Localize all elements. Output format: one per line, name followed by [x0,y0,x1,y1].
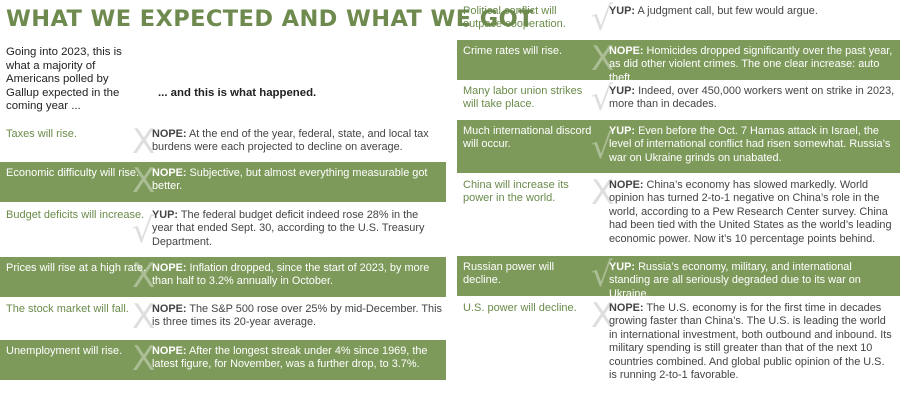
outcome-text: NOPE: Inflation dropped, since the start… [152,262,442,289]
intro-text: Going into 2023, this is what a majority… [6,46,122,113]
prediction-row-china: China will increase its power in the wor… [457,174,900,254]
outcome-detail: The U.S. economy is for the first time i… [609,302,892,382]
outcome-detail: Russia’s economy, military, and internat… [609,261,861,300]
check-mark-icon: √ [591,127,613,167]
verdict-label: NOPE: [152,303,187,315]
outcome-detail: A judgment call, but few would argue. [637,5,818,17]
prediction-text: China will increase its power in the wor… [463,179,569,205]
verdict-label: NOPE: [609,302,644,314]
verdict-label: NOPE: [152,128,187,140]
prediction-row-international-discord: Much international discord will occur. √… [457,120,900,173]
verdict-label: NOPE: [152,345,187,357]
prediction-row-unemployment: Unemployment will rise. X NOPE: After th… [0,340,446,380]
prediction-text: Prices will rise at a high rate. [6,262,146,274]
outcome-text: YUP: A judgment call, but few would argu… [609,5,895,18]
prediction-row-taxes: Taxes will rise. X NOPE: At the end of t… [0,123,446,163]
page-title: WHAT WE EXPECTED AND WHAT WE GOT [6,6,534,32]
x-mark-icon: X [132,122,156,162]
prediction-row-russian-power: Russian power will decline. √ YUP: Russi… [457,255,900,300]
verdict-label: YUP: [609,85,636,97]
outcome-detail: Subjective, but almost everything measur… [152,167,428,193]
check-mark-icon: √ [591,0,613,39]
prediction-text: The stock market will fall. [6,303,129,315]
prediction-row-labor-strikes: Many labor union strikes will take place… [457,80,900,120]
prediction-text: Economic difficulty will rise. [6,167,140,179]
x-mark-icon: X [591,173,615,213]
prediction-row-political-conflict: Political conflict will outpace cooperat… [457,0,900,40]
prediction-row-prices: Prices will rise at a high rate. X NOPE:… [0,257,446,297]
x-mark-icon: X [132,256,156,296]
verdict-label: NOPE: [152,262,187,274]
prediction-text: Political conflict will outpace cooperat… [463,5,566,31]
prediction-row-budget-deficits: Budget deficits will increase. √ YUP: Th… [0,204,446,256]
outcome-text: YUP: Even before the Oct. 7 Hamas attack… [609,125,895,165]
prediction-row-crime-rates: Crime rates will rise. X NOPE: Homicides… [457,39,900,84]
verdict-label: YUP: [609,5,636,17]
outcome-text: NOPE: The U.S. economy is for the first … [609,302,895,382]
check-mark-icon: √ [591,79,613,119]
outcome-detail: The federal budget deficit indeed rose 2… [152,209,425,248]
outcome-detail: China’s economy has slowed markedly. Wor… [609,179,892,245]
prediction-text: Many labor union strikes will take place… [463,85,583,111]
outcome-detail: After the longest streak under 4% since … [152,345,428,371]
outcome-detail: At the end of the year, federal, state, … [152,128,429,154]
outcome-text: NOPE: The S&P 500 rose over 25% by mid-D… [152,303,442,330]
x-mark-icon: X [132,161,156,201]
outcome-text: NOPE: After the longest streak under 4% … [152,345,442,372]
x-mark-icon: X [132,297,156,337]
verdict-label: YUP: [609,125,636,137]
x-mark-icon: X [591,296,615,336]
outcome-text: YUP: The federal budget deficit indeed r… [152,209,442,249]
prediction-text: Budget deficits will increase. [6,209,145,221]
verdict-label: NOPE: [609,45,644,57]
outcome-detail: Inflation dropped, since the start of 20… [152,262,430,288]
prediction-text: Crime rates will rise. [463,45,563,57]
verdict-label: YUP: [609,261,636,273]
verdict-label: NOPE: [152,167,187,179]
x-mark-icon: X [591,39,615,79]
prediction-text: Taxes will rise. [6,128,77,140]
happened-label: ... and this is what happened. [158,87,317,99]
prediction-row-stock-market: The stock market will fall. X NOPE: The … [0,298,446,338]
outcome-text: YUP: Russia’s economy, military, and int… [609,261,895,301]
prediction-row-us-power: U.S. power will decline. X NOPE: The U.S… [457,297,900,397]
outcome-detail: Even before the Oct. 7 Hamas attack in I… [609,125,891,164]
prediction-text: U.S. power will decline. [463,302,577,314]
prediction-text: Unemployment will rise. [6,345,123,357]
prediction-row-economic-difficulty: Economic difficulty will rise. X NOPE: S… [0,162,446,202]
outcome-text: NOPE: Homicides dropped significantly ov… [609,45,895,85]
outcome-text: NOPE: Subjective, but almost everything … [152,167,442,194]
outcome-text: NOPE: At the end of the year, federal, s… [152,128,442,155]
x-mark-icon: X [132,339,156,379]
outcome-text: YUP: Indeed, over 450,000 workers went o… [609,85,895,112]
check-mark-icon: √ [132,211,154,251]
outcome-detail: Indeed, over 450,000 workers went on str… [609,85,895,111]
outcome-text: NOPE: China’s economy has slowed markedl… [609,179,895,246]
outcome-detail: Homicides dropped significantly over the… [609,45,893,84]
check-mark-icon: √ [591,255,613,295]
verdict-label: NOPE: [609,179,644,191]
verdict-label: YUP: [152,209,179,221]
prediction-text: Much international discord will occur. [463,125,592,151]
prediction-text: Russian power will decline. [463,261,555,287]
outcome-detail: The S&P 500 rose over 25% by mid-Decembe… [152,303,442,329]
